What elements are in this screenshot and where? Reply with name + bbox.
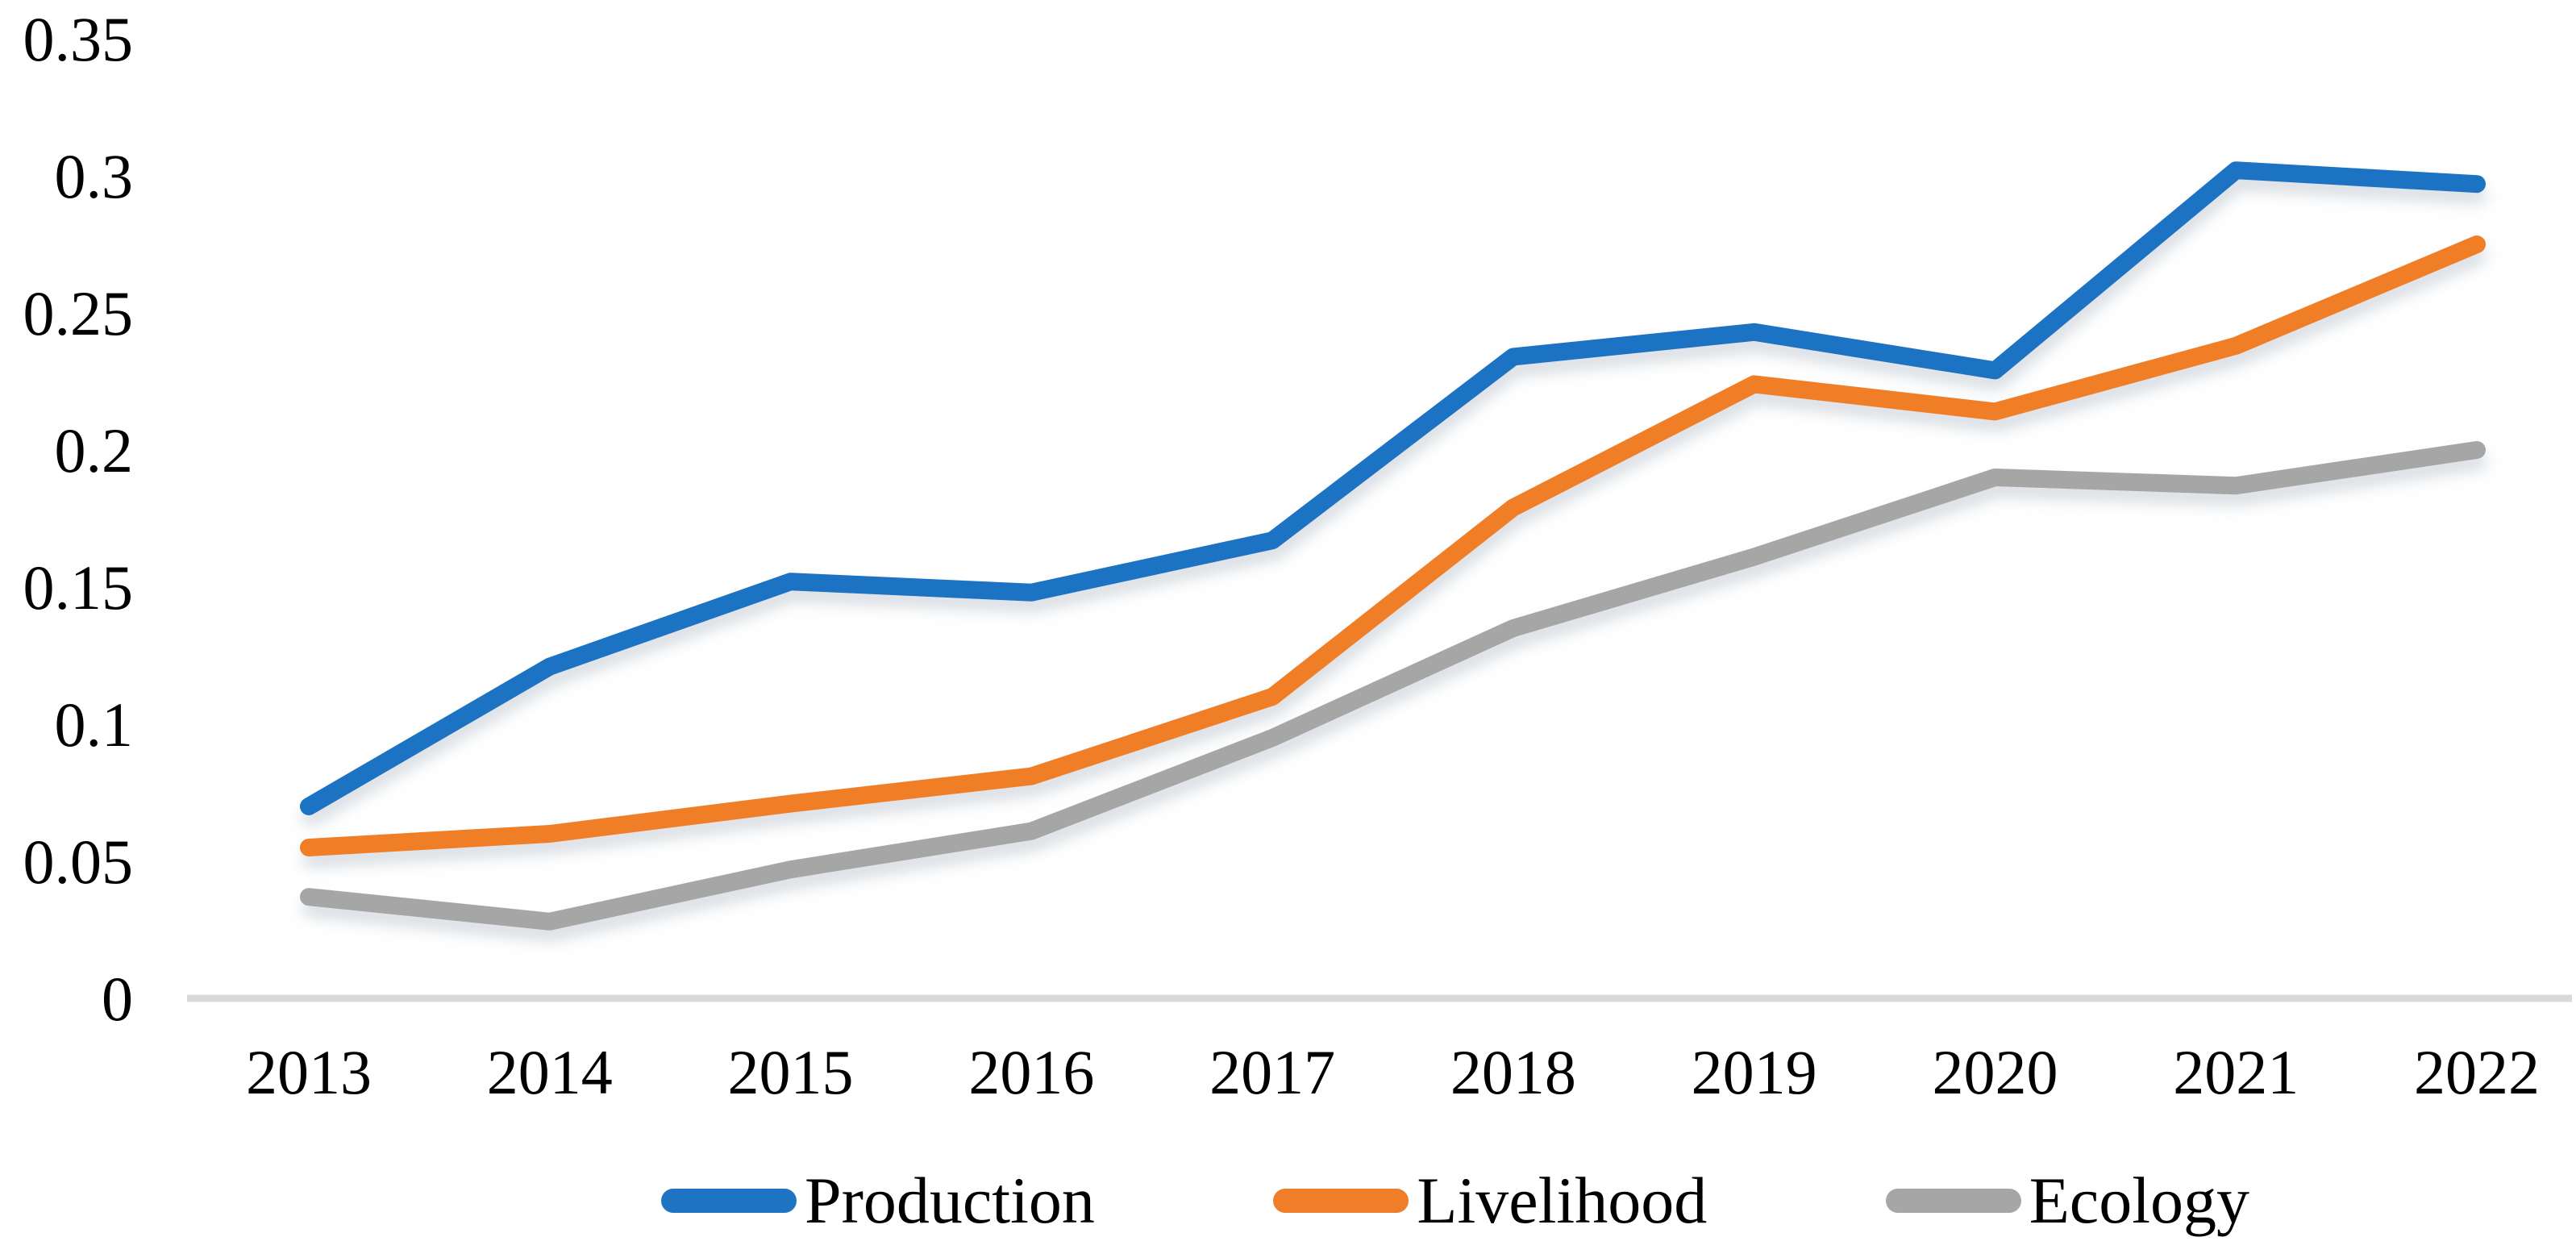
y-tick-label: 0.15 [23, 552, 134, 623]
chart-legend: Production Livelihood Ecology [661, 1168, 2249, 1234]
x-tick-label: 2021 [2173, 1037, 2299, 1107]
x-tick-label: 2013 [246, 1037, 372, 1107]
x-tick-label: 2017 [1209, 1037, 1335, 1107]
legend-item-production: Production [661, 1168, 1095, 1234]
legend-item-ecology: Ecology [1885, 1164, 2249, 1237]
production-line-swatch [661, 1189, 797, 1213]
y-tick-label: 0.05 [23, 827, 134, 897]
legend-label-livelihood: Livelihood [1417, 1164, 1708, 1237]
y-tick-label: 0.1 [55, 689, 134, 760]
livelihood-line-swatch [1273, 1189, 1409, 1213]
production-series-line [300, 161, 2486, 815]
y-tick-label: 0 [102, 964, 133, 1034]
y-tick-label: 0.3 [55, 141, 134, 211]
x-tick-label: 2016 [968, 1037, 1094, 1107]
x-tick-label: 2019 [1692, 1037, 1817, 1107]
x-tick-label: 2020 [1932, 1037, 2058, 1107]
y-tick-label: 0.35 [23, 4, 134, 74]
x-tick-label: 2014 [487, 1037, 613, 1107]
legend-label-production: Production [805, 1164, 1095, 1237]
y-tick-label: 0.2 [55, 415, 134, 485]
y-tick-label: 0.25 [23, 278, 134, 348]
x-tick-label: 2015 [728, 1037, 854, 1107]
legend-label-ecology: Ecology [2029, 1164, 2249, 1237]
livelihood-series-line [300, 235, 2486, 856]
x-tick-label: 2022 [2414, 1037, 2540, 1107]
ecology-line-swatch [1885, 1189, 2021, 1213]
legend-item-livelihood: Livelihood [1273, 1168, 1707, 1234]
ecology-series-line [300, 441, 2486, 931]
x-tick-label: 2018 [1450, 1037, 1576, 1107]
